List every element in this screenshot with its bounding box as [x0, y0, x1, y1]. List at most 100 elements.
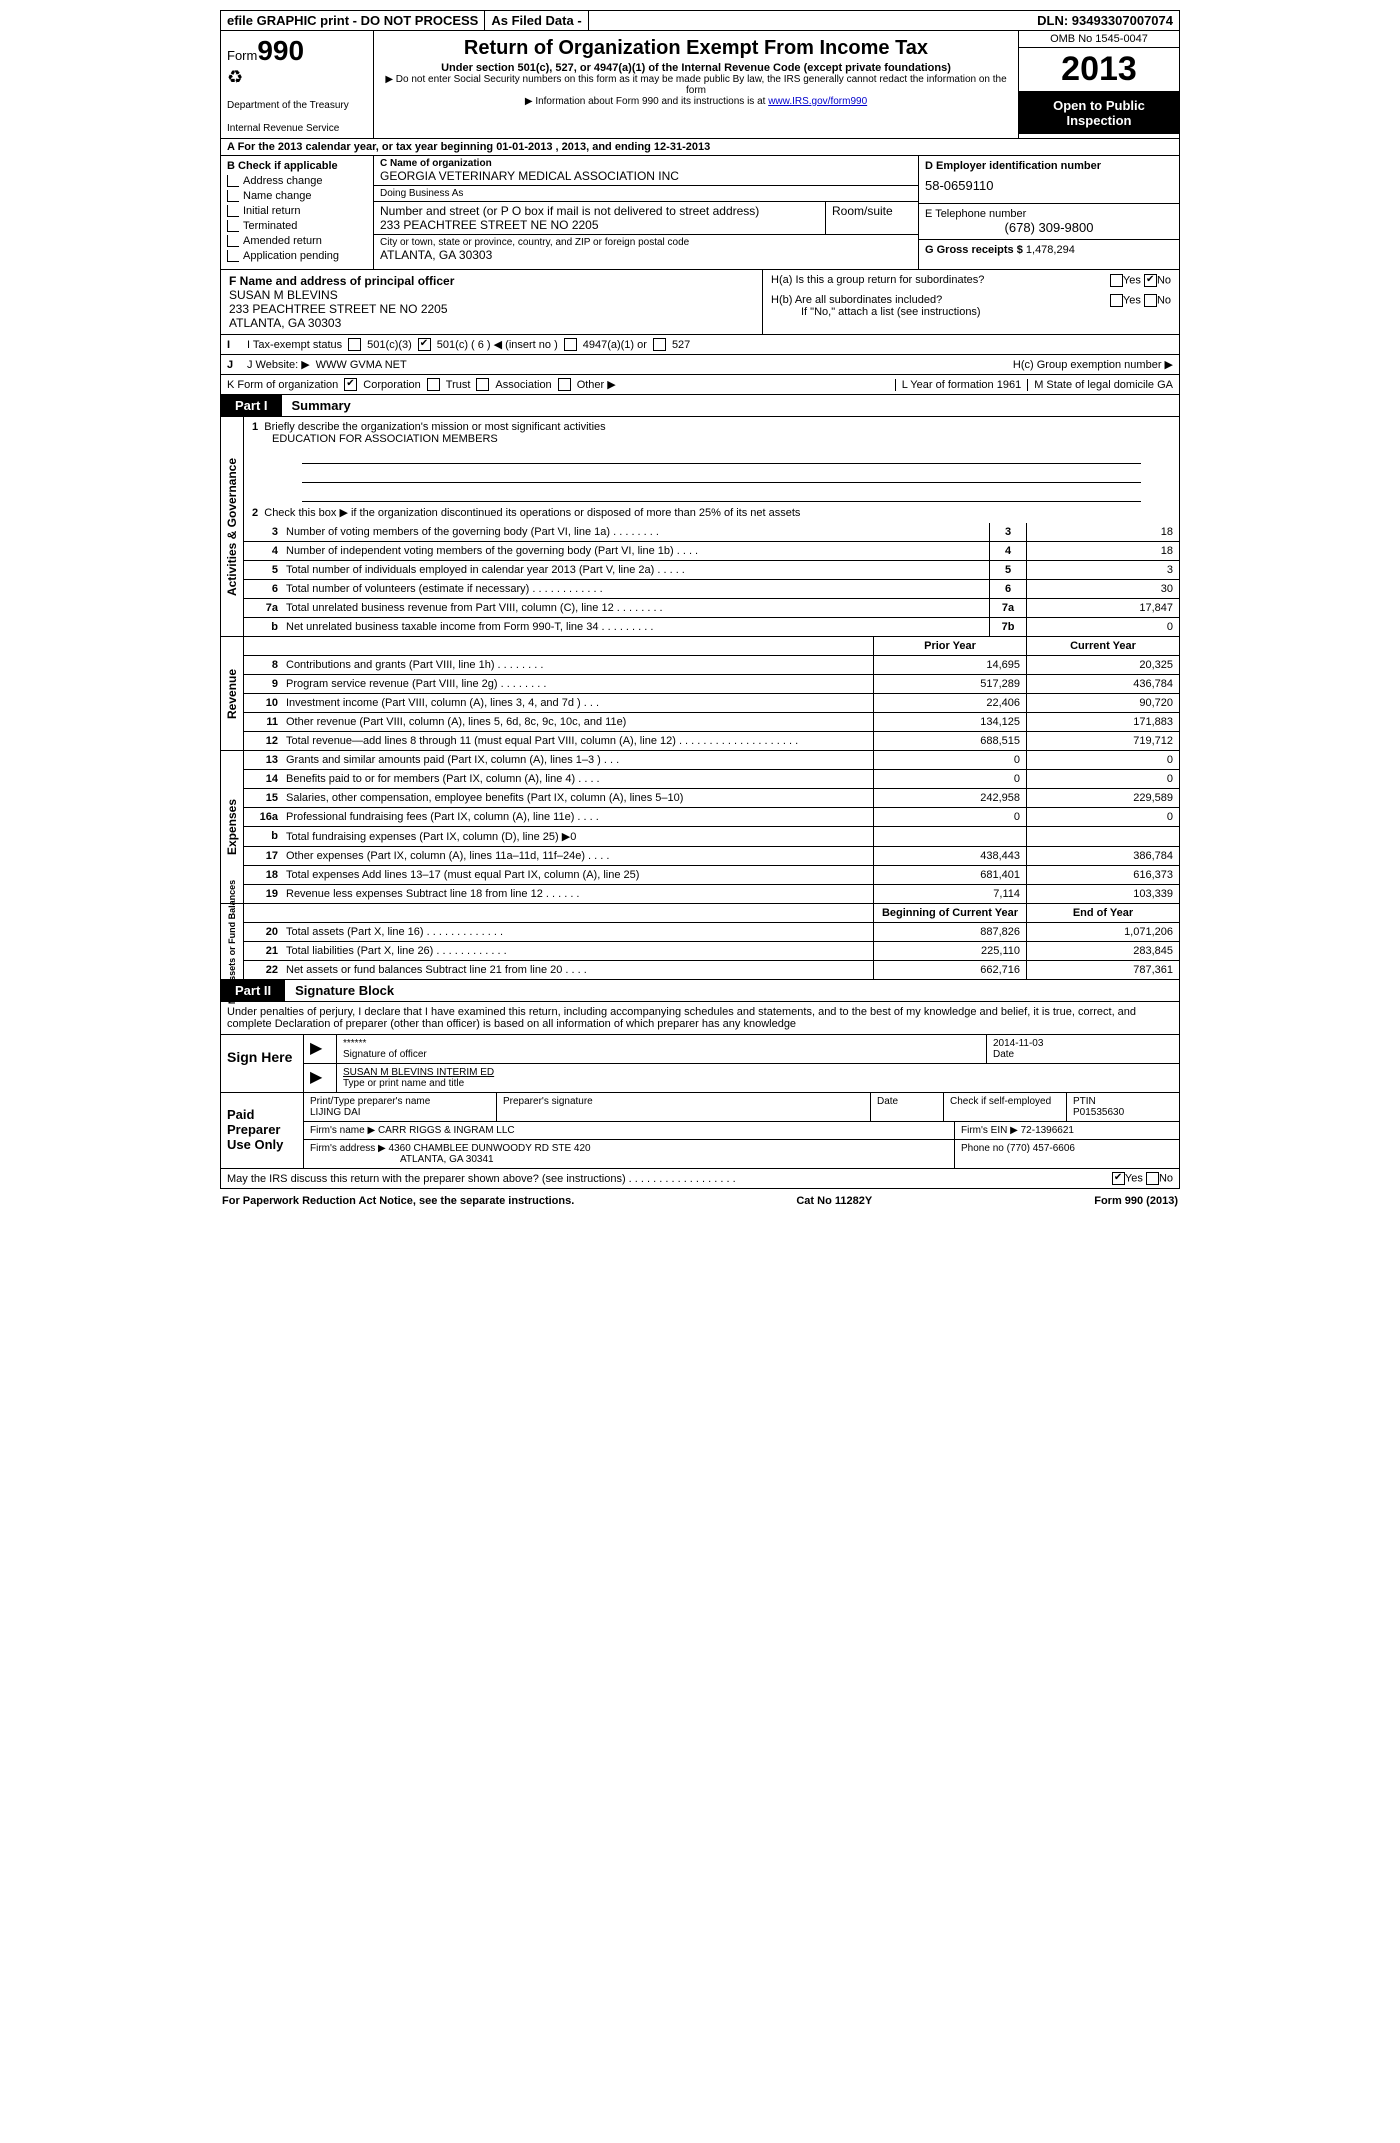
- paid-preparer-label: Paid Preparer Use Only: [221, 1093, 304, 1168]
- revenue-header: Prior Year Current Year: [244, 637, 1179, 656]
- strip-ag: Activities & Governance: [225, 457, 239, 595]
- top-bar: efile GRAPHIC print - DO NOT PROCESS As …: [220, 10, 1180, 31]
- officer-print-name: SUSAN M BLEVINS INTERIM ED: [343, 1067, 1173, 1078]
- self-employed-check[interactable]: Check if self-employed: [944, 1093, 1067, 1121]
- arrow-icon: ▶: [304, 1035, 337, 1063]
- chk-other[interactable]: [558, 378, 571, 391]
- chk-pending[interactable]: Application pending: [227, 250, 367, 262]
- section-b-c-d: B Check if applicable Address change Nam…: [220, 156, 1180, 270]
- form-990-page: efile GRAPHIC print - DO NOT PROCESS As …: [210, 0, 1190, 1223]
- mission-text: EDUCATION FOR ASSOCIATION MEMBERS: [252, 433, 498, 445]
- summary-row: 21Total liabilities (Part X, line 26) . …: [244, 942, 1179, 961]
- header-center: Return of Organization Exempt From Incom…: [374, 31, 1019, 138]
- officer-label: F Name and address of principal officer: [229, 274, 754, 288]
- chk-527[interactable]: [653, 338, 666, 351]
- form-title: Return of Organization Exempt From Incom…: [382, 37, 1010, 60]
- ein-value: 58-0659110: [925, 172, 1173, 199]
- header: Form990 ♻ Department of the Treasury Int…: [220, 31, 1180, 139]
- section-c: C Name of organization GEORGIA VETERINAR…: [374, 156, 919, 269]
- part-1-header: Part I Summary: [220, 395, 1180, 417]
- city-state-zip: ATLANTA, GA 30303: [380, 248, 912, 262]
- h-note: If "No," attach a list (see instructions…: [771, 306, 1171, 318]
- chk-address-change[interactable]: Address change: [227, 175, 367, 187]
- chk-assoc[interactable]: [476, 378, 489, 391]
- chk-corp[interactable]: [344, 378, 357, 391]
- chk-501c[interactable]: [418, 338, 431, 351]
- efile-notice: efile GRAPHIC print - DO NOT PROCESS: [221, 11, 485, 30]
- summary-row: bNet unrelated business taxable income f…: [244, 618, 1179, 636]
- summary-row: 8Contributions and grants (Part VIII, li…: [244, 656, 1179, 675]
- summary-row: 7aTotal unrelated business revenue from …: [244, 599, 1179, 618]
- summary-row: 13Grants and similar amounts paid (Part …: [244, 751, 1179, 770]
- strip-net-assets: Net Assets or Fund Balances: [227, 879, 237, 1003]
- row-a-tax-year: A For the 2013 calendar year, or tax yea…: [220, 139, 1180, 156]
- officer-city: ATLANTA, GA 30303: [229, 316, 754, 330]
- row-k: K Form of organization Corporation Trust…: [220, 375, 1180, 395]
- summary-row: 9Program service revenue (Part VIII, lin…: [244, 675, 1179, 694]
- summary-row: 6Total number of volunteers (estimate if…: [244, 580, 1179, 599]
- chk-initial-return[interactable]: Initial return: [227, 205, 367, 217]
- chk-4947[interactable]: [564, 338, 577, 351]
- h-a: H(a) Is this a group return for subordin…: [771, 274, 1171, 286]
- chk-amended[interactable]: Amended return: [227, 235, 367, 247]
- org-name-label: C Name of organization: [380, 158, 912, 169]
- section-f: F Name and address of principal officer …: [221, 270, 763, 334]
- expenses-section: Expenses 13Grants and similar amounts pa…: [220, 751, 1180, 904]
- prep-sig-label: Preparer's signature: [497, 1093, 871, 1121]
- discuss-yes[interactable]: [1112, 1172, 1125, 1185]
- as-filed: As Filed Data -: [485, 11, 588, 30]
- sec-b-header: B Check if applicable: [227, 160, 367, 172]
- row-j: J J Website: ▶ WWW GVMA NET H(c) Group e…: [220, 355, 1180, 375]
- year-formation: L Year of formation 1961: [895, 379, 1021, 391]
- sign-here-block: Sign Here ▶ ****** Signature of officer …: [220, 1035, 1180, 1093]
- chk-terminated[interactable]: Terminated: [227, 220, 367, 232]
- chk-name-change[interactable]: Name change: [227, 190, 367, 202]
- officer-name: SUSAN M BLEVINS: [229, 288, 754, 302]
- paid-preparer-block: Paid Preparer Use Only Print/Type prepar…: [220, 1093, 1180, 1169]
- form-number: 990: [257, 35, 304, 66]
- summary-row: bTotal fundraising expenses (Part IX, co…: [244, 827, 1179, 847]
- summary-row: 22Net assets or fund balances Subtract l…: [244, 961, 1179, 979]
- strip-revenue: Revenue: [225, 668, 239, 718]
- row-i: I I Tax-exempt status 501(c)(3) 501(c) (…: [220, 335, 1180, 355]
- website-value: WWW GVMA NET: [316, 359, 407, 371]
- dba-label: Doing Business As: [380, 188, 912, 199]
- prep-date-label: Date: [871, 1093, 944, 1121]
- sign-here-label: Sign Here: [221, 1035, 304, 1092]
- dln: DLN: 93493307007074: [1031, 11, 1179, 30]
- form-note2: ▶ Information about Form 990 and its ins…: [382, 96, 1010, 107]
- tax-year: 2013: [1019, 48, 1179, 92]
- firm-phone: (770) 457-6606: [1007, 1143, 1075, 1154]
- state-domicile: M State of legal domicile GA: [1027, 379, 1173, 391]
- h-b: H(b) Are all subordinates included? Yes …: [771, 294, 1171, 306]
- section-b: B Check if applicable Address change Nam…: [221, 156, 374, 269]
- irs: Internal Revenue Service: [227, 123, 367, 134]
- dept-treasury: Department of the Treasury: [227, 100, 367, 111]
- officer-addr: 233 PEACHTREE STREET NE NO 2205: [229, 302, 754, 316]
- discuss-no[interactable]: [1146, 1172, 1159, 1185]
- phone-value: (678) 309-9800: [925, 220, 1173, 235]
- summary-row: 11Other revenue (Part VIII, column (A), …: [244, 713, 1179, 732]
- paperwork-notice: For Paperwork Reduction Act Notice, see …: [222, 1195, 574, 1207]
- form-word: Form: [227, 48, 257, 63]
- irs-link[interactable]: www.IRS.gov/form990: [768, 96, 867, 107]
- summary-row: 19Revenue less expenses Subtract line 18…: [244, 885, 1179, 903]
- chk-501c3[interactable]: [348, 338, 361, 351]
- discuss-row: May the IRS discuss this return with the…: [220, 1169, 1180, 1189]
- org-name: GEORGIA VETERINARY MEDICAL ASSOCIATION I…: [380, 169, 912, 183]
- open-inspection: Open to Public Inspection: [1019, 92, 1179, 134]
- prep-name: LIJING DAI: [310, 1107, 490, 1118]
- form-note1: ▶ Do not enter Social Security numbers o…: [382, 74, 1010, 96]
- arrow-icon: ▶: [304, 1064, 337, 1092]
- firm-address: 4360 CHAMBLEE DUNWOODY RD STE 420: [389, 1143, 591, 1154]
- summary-row: 17Other expenses (Part IX, column (A), l…: [244, 847, 1179, 866]
- summary-row: 14Benefits paid to or for members (Part …: [244, 770, 1179, 789]
- summary-row: 5Total number of individuals employed in…: [244, 561, 1179, 580]
- city-label: City or town, state or province, country…: [380, 237, 912, 248]
- part-1-tag: Part I: [221, 395, 282, 416]
- part-2-title: Signature Block: [285, 980, 404, 1001]
- chk-trust[interactable]: [427, 378, 440, 391]
- perjury-statement: Under penalties of perjury, I declare th…: [220, 1002, 1180, 1035]
- revenue-section: Revenue Prior Year Current Year 8Contrib…: [220, 637, 1180, 751]
- firm-ein: 72-1396621: [1021, 1125, 1074, 1136]
